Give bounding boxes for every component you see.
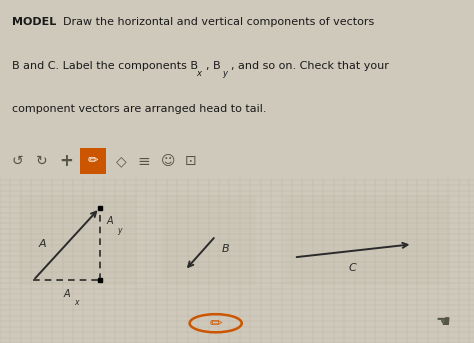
Text: C: C (348, 262, 356, 273)
Text: ☺: ☺ (161, 154, 176, 168)
Text: ⊡: ⊡ (185, 154, 197, 168)
Text: y: y (222, 69, 227, 78)
Text: B: B (222, 245, 229, 255)
Text: ◇: ◇ (116, 154, 127, 168)
Text: x: x (74, 298, 79, 307)
FancyBboxPatch shape (161, 195, 256, 285)
Text: x: x (197, 69, 202, 78)
Text: , and so on. Check that your: , and so on. Check that your (231, 60, 389, 71)
Text: ≡: ≡ (137, 154, 150, 169)
Text: ✏: ✏ (87, 155, 98, 168)
Text: y: y (117, 226, 121, 235)
Text: ☚: ☚ (436, 312, 451, 331)
Text: +: + (59, 152, 73, 170)
Text: ✏: ✏ (210, 316, 222, 331)
Text: Draw the horizontal and vertical components of vectors: Draw the horizontal and vertical compone… (56, 17, 374, 27)
Text: A: A (39, 239, 46, 249)
FancyBboxPatch shape (80, 148, 106, 174)
Text: ↺: ↺ (12, 154, 24, 168)
Text: ↻: ↻ (36, 154, 47, 168)
Text: A: A (64, 289, 71, 299)
Text: B and C. Label the components B: B and C. Label the components B (12, 60, 198, 71)
FancyBboxPatch shape (284, 195, 450, 285)
Text: component vectors are arranged head to tail.: component vectors are arranged head to t… (12, 104, 266, 114)
FancyBboxPatch shape (19, 195, 137, 285)
Text: MODEL: MODEL (12, 17, 56, 27)
Text: , B: , B (206, 60, 221, 71)
Text: A: A (107, 216, 113, 226)
